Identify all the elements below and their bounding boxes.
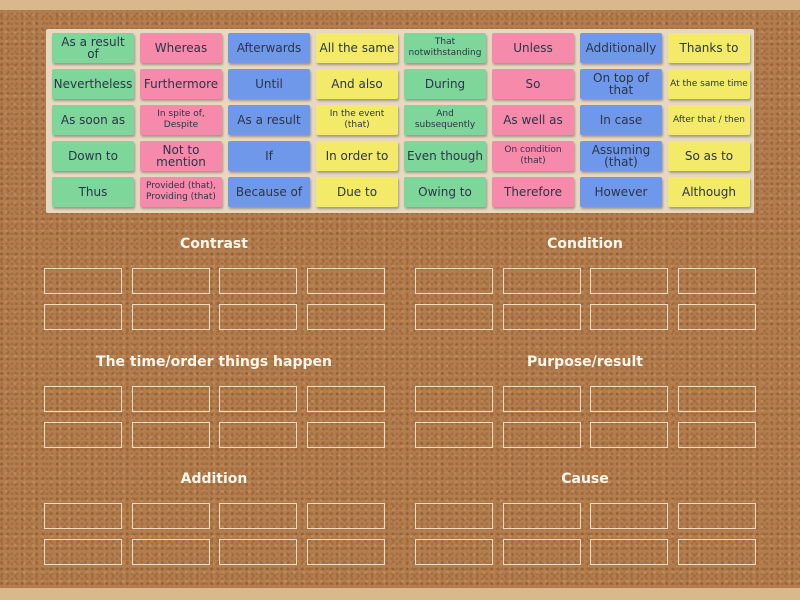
drop-slot[interactable] xyxy=(219,304,298,330)
draggable-card[interactable]: Until xyxy=(228,69,310,99)
drop-slot[interactable] xyxy=(219,421,298,448)
draggable-card[interactable]: So xyxy=(492,69,574,99)
drop-slot[interactable] xyxy=(502,503,581,529)
drop-slot[interactable] xyxy=(131,385,210,412)
draggable-card[interactable]: During xyxy=(404,69,486,99)
drop-slot[interactable] xyxy=(415,304,493,330)
draggable-card[interactable]: Owing to xyxy=(404,177,486,207)
draggable-card[interactable]: So as to xyxy=(668,141,750,171)
drop-slot[interactable] xyxy=(219,385,298,412)
draggable-card[interactable]: And also xyxy=(316,69,398,99)
draggable-card[interactable]: Thanks to xyxy=(668,33,750,63)
drop-slot[interactable] xyxy=(502,385,581,412)
board-frame-bottom xyxy=(0,588,800,600)
draggable-card[interactable]: Afterwards xyxy=(228,33,310,63)
draggable-card[interactable]: Even though xyxy=(404,141,486,171)
draggable-card[interactable]: In the event (that) xyxy=(316,105,398,135)
drop-slot[interactable] xyxy=(219,503,298,529)
drop-slot[interactable] xyxy=(415,421,493,448)
draggable-card[interactable]: After that / then xyxy=(668,105,750,135)
board-frame-top xyxy=(0,0,800,10)
group-heading: Cause xyxy=(561,471,609,487)
group-heading: Purpose/result xyxy=(527,353,643,370)
drop-slot[interactable] xyxy=(44,421,122,448)
draggable-card[interactable]: Nevertheless xyxy=(52,69,134,99)
drop-slot[interactable] xyxy=(131,421,210,448)
drop-slot[interactable] xyxy=(307,503,386,529)
draggable-card[interactable]: In order to xyxy=(316,141,398,171)
draggable-card[interactable]: Thus xyxy=(52,177,134,207)
draggable-card[interactable]: In case xyxy=(580,105,662,135)
drop-slot[interactable] xyxy=(44,539,122,565)
drop-slot[interactable] xyxy=(307,304,386,330)
drop-slot[interactable] xyxy=(590,304,669,330)
drop-slot[interactable] xyxy=(678,539,757,565)
draggable-card[interactable]: Unless xyxy=(492,33,574,63)
drop-slot[interactable] xyxy=(590,539,669,565)
drop-slot[interactable] xyxy=(590,268,669,294)
drop-slot[interactable] xyxy=(415,539,493,565)
draggable-card[interactable]: If xyxy=(228,141,310,171)
drop-slot[interactable] xyxy=(44,503,122,529)
drop-slot[interactable] xyxy=(502,539,581,565)
group-heading: Condition xyxy=(547,236,623,252)
drop-slot[interactable] xyxy=(590,421,669,448)
draggable-card[interactable]: All the same xyxy=(316,33,398,63)
drop-slot[interactable] xyxy=(502,421,581,448)
draggable-card[interactable]: Therefore xyxy=(492,177,574,207)
drop-slot[interactable] xyxy=(678,421,757,448)
drop-slot[interactable] xyxy=(415,385,493,412)
draggable-card[interactable]: As a result of xyxy=(52,33,134,63)
draggable-card[interactable]: As well as xyxy=(492,105,574,135)
drop-slot[interactable] xyxy=(307,268,386,294)
draggable-card[interactable]: Additionally xyxy=(580,33,662,63)
drop-slot[interactable] xyxy=(307,385,386,412)
group-heading: Contrast xyxy=(180,236,248,252)
drop-slot[interactable] xyxy=(678,268,757,294)
drop-slot[interactable] xyxy=(590,385,669,412)
drop-slot[interactable] xyxy=(44,304,122,330)
drop-slot[interactable] xyxy=(44,268,122,294)
draggable-card[interactable]: That notwithstanding xyxy=(404,33,486,63)
drop-slot[interactable] xyxy=(415,503,493,529)
draggable-card[interactable]: However xyxy=(580,177,662,207)
draggable-card[interactable]: And subsequently xyxy=(404,105,486,135)
draggable-card[interactable]: As a result xyxy=(228,105,310,135)
drop-slot[interactable] xyxy=(502,268,581,294)
draggable-card[interactable]: Down to xyxy=(52,141,134,171)
drop-slot[interactable] xyxy=(415,268,493,294)
draggable-card[interactable]: Assuming (that) xyxy=(580,141,662,171)
drop-slot[interactable] xyxy=(131,503,210,529)
drop-slot[interactable] xyxy=(678,304,757,330)
draggable-card[interactable]: As soon as xyxy=(52,105,134,135)
draggable-card[interactable]: Whereas xyxy=(140,33,222,63)
draggable-card[interactable]: Due to xyxy=(316,177,398,207)
drop-slot[interactable] xyxy=(219,268,298,294)
drop-slot[interactable] xyxy=(502,304,581,330)
drop-slot[interactable] xyxy=(307,421,386,448)
draggable-card[interactable]: Not to mention xyxy=(140,141,222,171)
draggable-card[interactable]: On condition (that) xyxy=(492,141,574,171)
draggable-card[interactable]: In spite of, Despite xyxy=(140,105,222,135)
drop-slot[interactable] xyxy=(131,304,210,330)
draggable-card[interactable]: Furthermore xyxy=(140,69,222,99)
drop-slot[interactable] xyxy=(131,539,210,565)
drop-slot[interactable] xyxy=(678,503,757,529)
draggable-card[interactable]: Because of xyxy=(228,177,310,207)
drop-slot[interactable] xyxy=(131,268,210,294)
drop-slot[interactable] xyxy=(44,385,122,412)
drop-slot[interactable] xyxy=(590,503,669,529)
draggable-card[interactable]: Provided (that), Providing (that) xyxy=(140,177,222,207)
drop-slot[interactable] xyxy=(307,539,386,565)
draggable-card[interactable]: On top of that xyxy=(580,69,662,99)
draggable-card[interactable]: Although xyxy=(668,177,750,207)
group-heading: Addition xyxy=(180,471,248,487)
drop-slot[interactable] xyxy=(678,385,757,412)
draggable-card[interactable]: At the same time xyxy=(668,69,750,99)
drop-slot[interactable] xyxy=(219,539,298,565)
group-heading: The time/order things happen xyxy=(96,353,332,370)
